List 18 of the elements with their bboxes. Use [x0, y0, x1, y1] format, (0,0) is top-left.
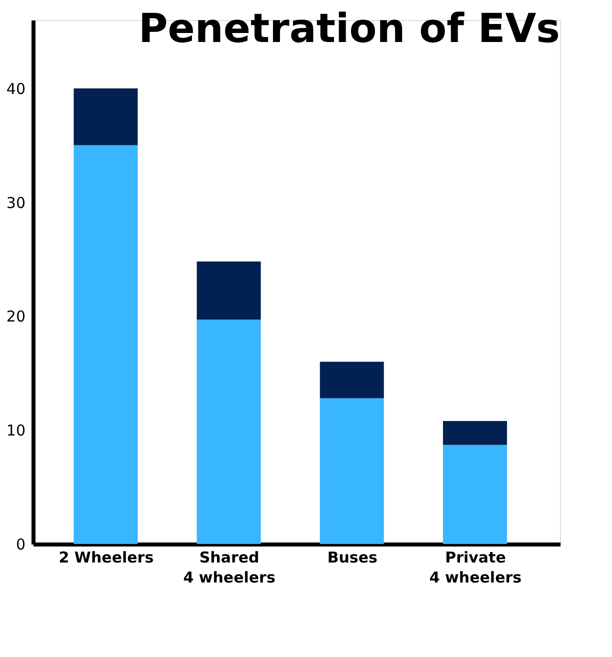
x-tick-label: Shared 4 wheelers — [183, 548, 276, 586]
bar — [320, 362, 384, 398]
bar — [442, 420, 507, 445]
y-tick-label: 10 — [6, 422, 26, 440]
x-tick-label: Private 4 wheelers — [429, 548, 522, 586]
y-tick-label: 30 — [6, 194, 26, 212]
y-tick-label: 20 — [6, 308, 26, 326]
chart-title: Penetration of EVs — [138, 6, 560, 52]
x-tick-label: Buses — [327, 548, 378, 566]
bar — [74, 145, 138, 544]
y-tick-label: 40 — [6, 80, 26, 98]
bar — [442, 444, 507, 544]
bar — [320, 398, 384, 544]
bar — [74, 88, 138, 146]
bar — [196, 261, 261, 320]
y-tick-label: 0 — [16, 536, 26, 554]
x-tick-label: 2 Wheelers — [58, 548, 154, 566]
bar — [196, 320, 261, 544]
